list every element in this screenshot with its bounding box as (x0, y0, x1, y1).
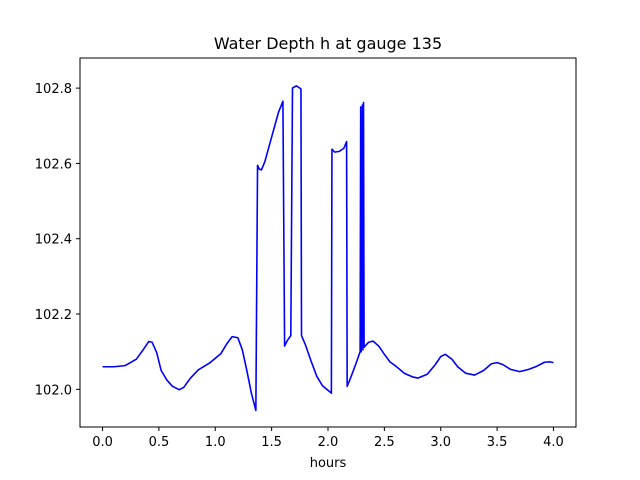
x-tick-label: 0.5 (149, 435, 170, 450)
x-tick-label: 3.0 (430, 435, 451, 450)
y-tick-label: 102.2 (35, 308, 72, 323)
y-tick-label: 102.8 (35, 82, 72, 97)
y-tick-label: 102.4 (35, 233, 72, 248)
x-tick-label: 0.0 (92, 435, 113, 450)
x-tick-label: 1.0 (205, 435, 226, 450)
x-tick-label: 3.5 (487, 435, 508, 450)
y-tick-label: 102.6 (35, 157, 72, 172)
x-tick-label: 4.0 (543, 435, 564, 450)
x-tick-label: 1.5 (261, 435, 282, 450)
chart-title: Water Depth h at gauge 135 (214, 34, 442, 53)
x-tick-label: 2.5 (374, 435, 395, 450)
y-tick-label: 102.0 (35, 383, 72, 398)
x-axis-label: hours (310, 456, 347, 471)
x-tick-label: 2.0 (318, 435, 339, 450)
